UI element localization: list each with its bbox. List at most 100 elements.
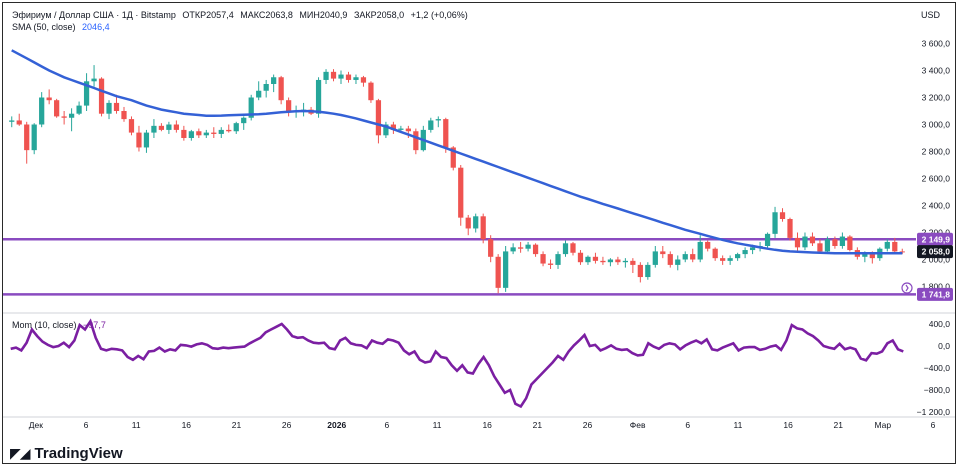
candle-body xyxy=(772,212,778,234)
candle xyxy=(547,259,554,269)
candle-body xyxy=(428,120,434,130)
currency-label[interactable]: USD xyxy=(921,10,941,20)
candle xyxy=(622,258,628,268)
candle-body xyxy=(39,97,45,125)
candle xyxy=(884,239,890,252)
candle-body xyxy=(106,102,112,114)
candle xyxy=(300,102,307,117)
tradingview-logo-text: TradingView xyxy=(34,445,123,462)
candle xyxy=(345,71,352,83)
candle xyxy=(375,98,382,144)
price-tick-label: 2 800,0 xyxy=(922,147,951,157)
candlesticks xyxy=(9,65,905,294)
candle-body xyxy=(607,259,614,263)
price-tick-label: 2 600,0 xyxy=(922,174,951,184)
candle-body xyxy=(121,111,127,120)
candle xyxy=(39,92,45,128)
time-tick-label: 26 xyxy=(282,420,292,430)
mom-tick-label: 0,0 xyxy=(938,341,950,351)
candle-body xyxy=(323,71,329,80)
candle xyxy=(458,165,464,226)
candle xyxy=(495,254,501,294)
candle xyxy=(787,217,793,241)
candle xyxy=(413,128,419,155)
candle xyxy=(368,81,374,103)
candle xyxy=(353,74,359,84)
candle-body xyxy=(271,77,277,84)
low-value: 2040,9 xyxy=(319,10,348,20)
candle xyxy=(712,247,718,261)
time-tick-label: Дек xyxy=(29,420,43,430)
candle-body xyxy=(338,74,344,79)
price-tick-label: 2 400,0 xyxy=(922,201,951,211)
candle-body xyxy=(817,243,823,252)
candle xyxy=(690,248,696,263)
candle-body xyxy=(113,102,120,111)
candle xyxy=(667,251,673,268)
candle xyxy=(779,208,786,222)
candle-body xyxy=(652,251,658,265)
candle xyxy=(211,127,217,138)
close-value: 2058,0 xyxy=(376,10,405,20)
candle xyxy=(278,75,284,105)
candle-body xyxy=(525,244,531,249)
candle-body xyxy=(884,241,890,249)
candle xyxy=(892,237,898,253)
candle-body xyxy=(128,119,135,133)
candle xyxy=(83,73,90,111)
price-tag-current-bg xyxy=(917,245,953,259)
candle-body xyxy=(151,125,157,133)
candle-body xyxy=(503,251,509,288)
tradingview-logo[interactable]: ◤◢ TradingView xyxy=(10,445,123,462)
alert-icon[interactable] xyxy=(901,282,913,294)
candle xyxy=(181,125,187,141)
candle-body xyxy=(211,132,217,134)
candle xyxy=(832,236,838,249)
candle xyxy=(405,125,411,138)
candle xyxy=(794,232,801,252)
high-label: МАКС xyxy=(240,10,266,20)
candle xyxy=(338,70,344,84)
price-tick-label: 3 000,0 xyxy=(922,120,951,130)
candle-body xyxy=(517,247,524,249)
candle-body xyxy=(405,128,411,132)
candle xyxy=(517,241,524,253)
candle xyxy=(166,121,172,134)
candle xyxy=(585,255,591,265)
time-tick-label: 6 xyxy=(385,420,390,430)
grid xyxy=(3,312,955,418)
price-axis: 3 600,0 3 400,0 3 200,0 3 000,0 2 800,0 2 600… xyxy=(922,39,951,292)
candle-body xyxy=(592,256,599,261)
candle xyxy=(248,94,254,121)
time-tick-label: Фев xyxy=(630,420,646,430)
sma-legend[interactable]: SMA (50, close) 2046,4 xyxy=(12,22,114,32)
candle-body xyxy=(196,131,202,136)
candle xyxy=(151,119,157,138)
candle-body xyxy=(31,124,37,151)
candle xyxy=(660,246,666,259)
price-tick-label: 1 800,0 xyxy=(922,282,951,292)
candle-body xyxy=(682,254,688,260)
time-tick-label: 2026 xyxy=(327,420,346,430)
candle xyxy=(817,239,823,253)
sma-line xyxy=(11,49,903,255)
mom-legend[interactable]: Mom (10, close) −97,7 xyxy=(12,320,110,330)
price-tag-upper-text: 2 149,9 xyxy=(922,234,951,244)
candle-body xyxy=(675,259,681,265)
candle-body xyxy=(615,259,621,263)
price-tags: 2 149,9 2 058,0 1 741,8 xyxy=(901,232,953,301)
candle-body xyxy=(570,243,576,253)
candle-body xyxy=(547,263,554,265)
candle xyxy=(428,117,434,133)
candle xyxy=(286,97,292,117)
price-tag-lower: 1 741,8 xyxy=(917,287,953,301)
candle xyxy=(218,127,224,138)
candle xyxy=(241,116,247,130)
change-value: +1,2 (+0,06%) xyxy=(410,10,468,20)
candle xyxy=(577,250,584,265)
candle xyxy=(121,106,127,122)
time-tick-label: 6 xyxy=(931,420,936,430)
candle-body xyxy=(54,100,60,117)
